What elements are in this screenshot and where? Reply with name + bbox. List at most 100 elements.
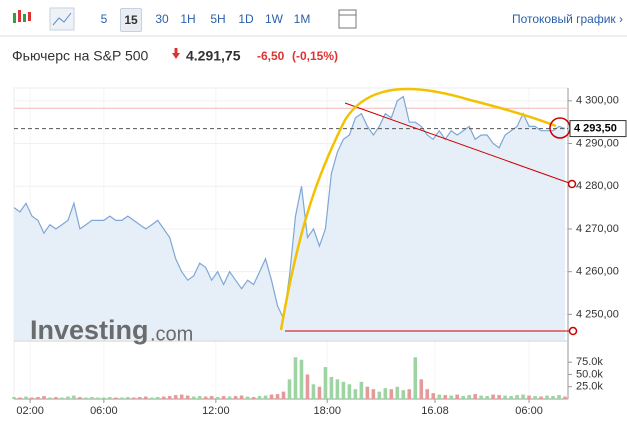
volume-bar <box>545 395 549 399</box>
volume-bar <box>251 397 256 399</box>
volume-bar <box>30 397 34 399</box>
instrument-title: Фьючерс на S&P 500 <box>12 48 149 64</box>
volume-bar <box>341 381 346 399</box>
volume-bar <box>305 374 310 399</box>
volume-bar <box>449 395 453 399</box>
volume-bar <box>215 397 220 399</box>
volume-bar <box>149 397 154 399</box>
volume-bar <box>521 394 525 399</box>
x-tick-label: 06:00 <box>90 405 118 417</box>
volume-bar <box>557 395 561 399</box>
volume-bar <box>509 396 513 399</box>
logo-suffix: .com <box>150 323 193 345</box>
drawing-handle[interactable] <box>567 179 577 189</box>
price-area <box>14 96 566 340</box>
y-tick-label: 4 300,00 <box>576 95 619 107</box>
current-price-label: 4 293,50 <box>574 122 617 134</box>
volume-bar <box>431 393 436 399</box>
volume-bar <box>497 395 501 399</box>
volume-bar <box>221 396 226 399</box>
indicators-icon[interactable] <box>338 9 357 29</box>
volume-bar <box>425 389 430 399</box>
volume-bar <box>467 395 471 399</box>
interval-button[interactable]: 5H <box>210 12 226 26</box>
volume-bar <box>461 396 465 399</box>
y-tick-label: 4 260,00 <box>576 266 619 278</box>
volume-bar <box>179 394 184 399</box>
stream-chart-link[interactable]: Потоковый график › <box>511 12 623 26</box>
interval-button[interactable]: 15 <box>120 8 142 32</box>
volume-bar <box>407 389 412 399</box>
volume-bar <box>108 397 112 399</box>
down-arrow <box>172 48 180 59</box>
price-line <box>13 95 566 321</box>
y-tick-label: 4 270,00 <box>576 223 619 235</box>
volume-bar <box>299 359 304 399</box>
drawn-arc[interactable] <box>279 87 557 331</box>
interval-button[interactable]: 1M <box>293 12 311 26</box>
y2-tick-label: 50.0k <box>576 368 603 380</box>
volume-bar <box>114 397 118 399</box>
interval-button[interactable]: 30 <box>155 12 169 26</box>
line-icon-glyph <box>52 12 72 26</box>
interval-button[interactable]: 1W <box>265 12 283 26</box>
volume-bar <box>12 397 16 399</box>
volume-bar <box>102 397 106 399</box>
volume-bar <box>503 395 507 399</box>
volume-bar <box>131 397 136 399</box>
volume-bar <box>60 397 64 399</box>
x-tick-label: 12:00 <box>202 405 230 417</box>
interval-button[interactable]: 1D <box>238 12 254 26</box>
current-price-box <box>569 120 627 138</box>
y-tick-label: 4 280,00 <box>576 180 619 192</box>
volume-bar <box>191 396 196 399</box>
volume-bar <box>311 384 316 399</box>
interval-button[interactable]: 1H <box>180 12 196 26</box>
line-icon[interactable] <box>49 7 75 31</box>
volume-bar <box>515 395 519 399</box>
interval-button[interactable]: 5 <box>100 12 108 26</box>
volume-bar <box>323 367 328 399</box>
volume-bar <box>203 396 208 399</box>
volume-bar <box>269 394 274 399</box>
volume-bar <box>317 386 322 399</box>
volume-bar <box>353 389 358 399</box>
volume-bar <box>48 397 52 399</box>
volume-bar <box>443 395 448 399</box>
volume-bar <box>473 394 477 399</box>
volume-bar <box>389 389 394 399</box>
volume-bar <box>143 396 148 399</box>
volume-bar <box>233 396 238 399</box>
volume-bar <box>257 396 262 399</box>
volume-bar <box>18 397 22 399</box>
volume-bar <box>563 396 567 399</box>
volume-bar <box>377 391 382 399</box>
volume-bar <box>245 396 250 399</box>
volume-bar <box>185 395 190 399</box>
volume-bar <box>485 396 489 399</box>
volume-bar <box>527 395 531 399</box>
volume-bar <box>347 384 352 399</box>
volume-bar <box>329 376 334 399</box>
volume-bar <box>281 391 286 399</box>
volume-bar <box>365 386 370 399</box>
candle-icon[interactable] <box>13 10 31 23</box>
volume-bar <box>401 390 406 399</box>
volume-bar <box>120 397 124 399</box>
drawing-handle[interactable] <box>568 326 578 336</box>
change-pct: (-0,15%) <box>292 49 338 63</box>
volume-bar <box>455 394 459 399</box>
volume-bar <box>371 389 376 399</box>
volume-bar <box>72 395 76 399</box>
volume-bar <box>173 395 178 399</box>
volume-bar <box>155 397 160 399</box>
volume-bar <box>137 397 142 399</box>
x-tick-label: 18:00 <box>313 405 341 417</box>
volume-bar <box>479 395 483 399</box>
x-tick-label: 06:00 <box>515 405 543 417</box>
volume-bar <box>263 395 268 399</box>
volume-bar <box>287 379 292 399</box>
drawn-trend-line[interactable] <box>344 102 573 185</box>
